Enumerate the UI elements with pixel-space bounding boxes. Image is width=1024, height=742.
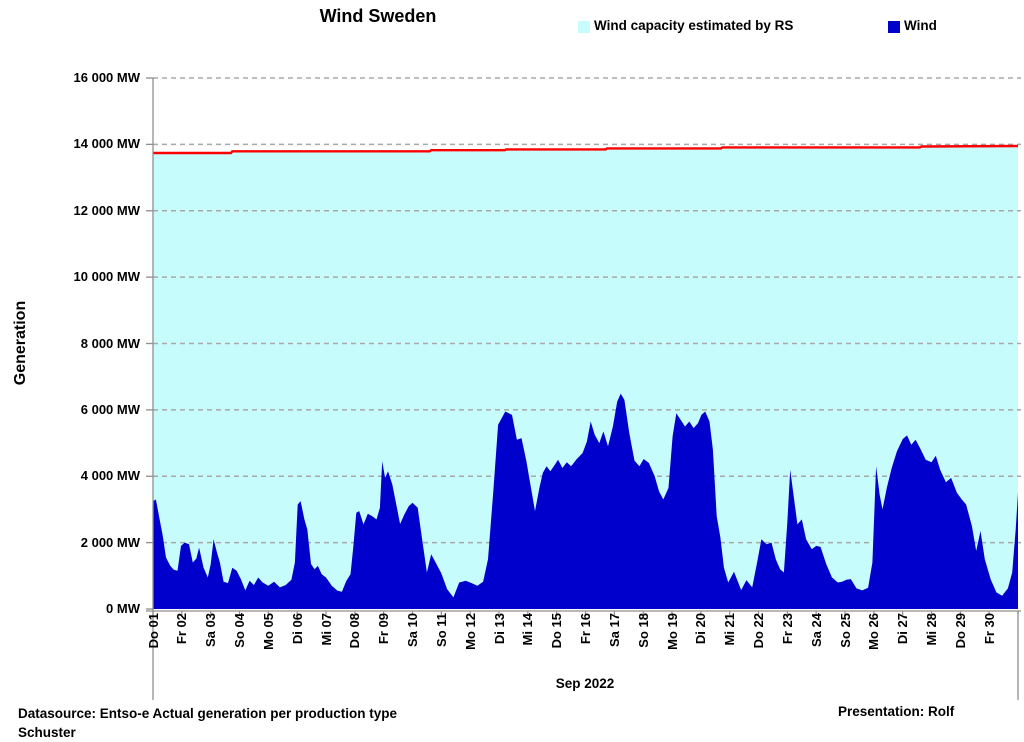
x-tick-label: Fr 30 (981, 613, 997, 645)
datasource-line2: Schuster (18, 725, 76, 740)
x-tick-label: Do 22 (751, 613, 766, 649)
y-tick-label: 6 000 MW (80, 401, 140, 417)
y-tick-label: 4 000 MW (80, 468, 140, 484)
x-tick-label: Fr 23 (779, 613, 795, 645)
chart-title: Wind Sweden (319, 6, 437, 26)
y-tick-label: 2 000 MW (80, 534, 140, 550)
x-tick-label: Sa 10 (405, 613, 420, 647)
x-tick-label: Di 06 (289, 613, 305, 645)
x-tick-label: Sa 17 (606, 613, 622, 647)
x-tick-label: So 25 (837, 613, 853, 648)
x-tick-label: So 04 (232, 613, 247, 648)
x-tick-label: Do 01 (145, 613, 161, 649)
y-tick-label: 10 000 MW (73, 269, 140, 285)
x-axis-title: Sep 2022 (555, 676, 615, 691)
capacity-legend-swatch-icon (578, 21, 590, 33)
x-tick-label: So 18 (635, 613, 651, 648)
x-tick-label: Do 08 (347, 613, 363, 649)
x-tick-label: Fr 02 (174, 613, 190, 645)
x-tick-label: Di 27 (895, 613, 911, 645)
x-tick-label: Mi 07 (318, 613, 334, 646)
y-tick-label: 12 000 MW (73, 202, 140, 218)
x-tick-label: Sa 24 (808, 613, 824, 647)
x-tick-label: Mo 19 (664, 613, 680, 650)
x-tick-label: Di 20 (693, 613, 709, 645)
x-tick-label: Mo 26 (866, 613, 882, 650)
x-tick-label: Do 15 (549, 613, 565, 649)
x-tick-label: Mo 12 (462, 613, 478, 650)
wind-legend-swatch-icon (888, 21, 900, 33)
x-tick-label: Mi 14 (520, 613, 536, 646)
capacity-legend-label: Wind capacity estimated by RS (594, 18, 794, 33)
x-tick-label: Fr 09 (376, 613, 392, 645)
x-tick-label: So 11 (433, 613, 449, 647)
datasource-line1: Datasource: Entso-e Actual generation pe… (18, 706, 398, 721)
y-tick-label: 14 000 MW (73, 136, 140, 152)
x-tick-label: Di 13 (491, 613, 507, 645)
x-tick-label: Mi 21 (722, 613, 738, 646)
wind-legend-label: Wind (904, 18, 937, 33)
y-tick-label: 0 MW (106, 601, 140, 616)
y-tick-label: 8 000 MW (80, 335, 140, 351)
x-tick-label: Do 29 (952, 613, 968, 649)
x-tick-label: Mi 28 (924, 613, 939, 646)
x-tick-label: Sa 03 (203, 613, 219, 647)
y-tick-label: 16 000 MW (73, 70, 140, 85)
x-tick-label: Mo 05 (260, 613, 276, 650)
datasource-note: Datasource: Entso-e Actual generation pe… (18, 704, 397, 742)
x-tick-label: Fr 16 (578, 613, 593, 645)
presentation-note: Presentation: Rolf (838, 704, 955, 719)
